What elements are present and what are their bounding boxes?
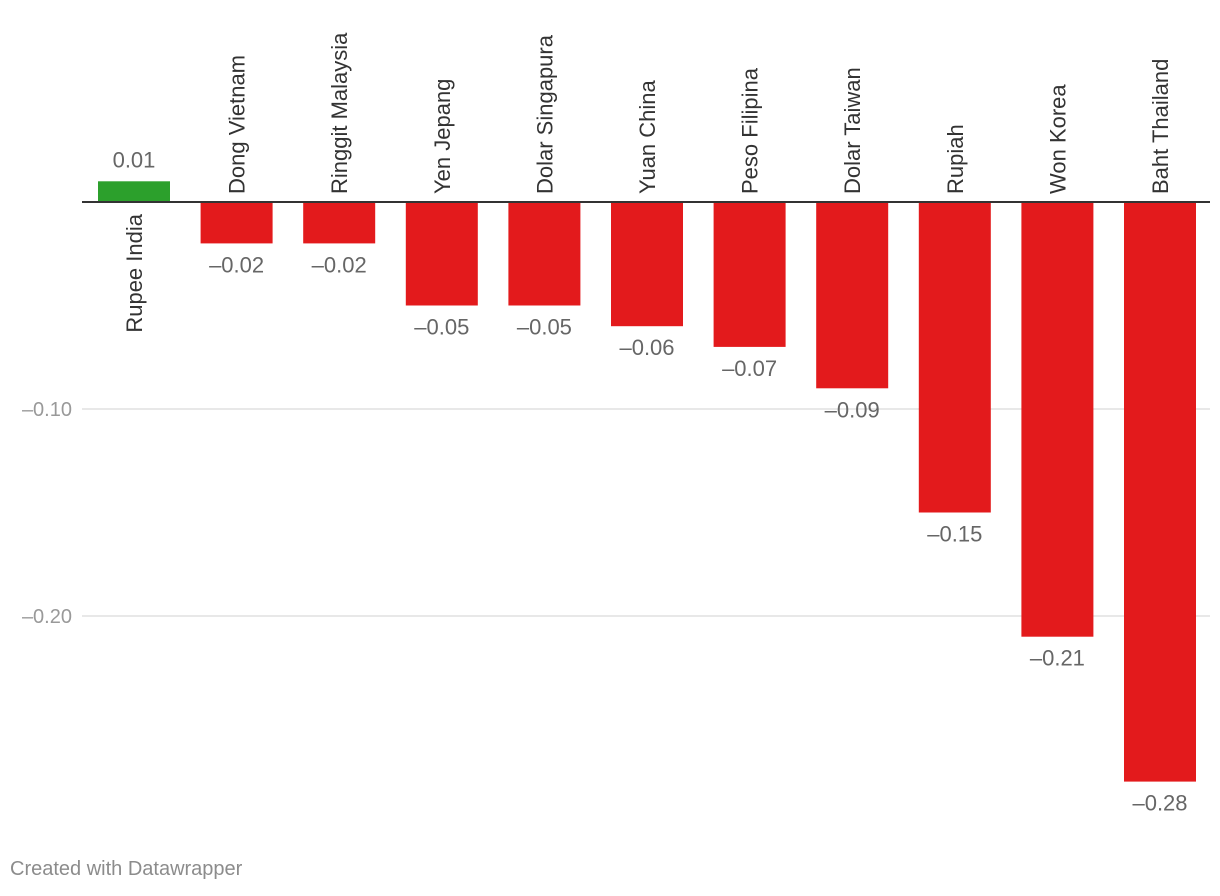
- bar: [98, 181, 170, 202]
- bar: [611, 202, 683, 327]
- value-label: –0.15: [927, 522, 982, 547]
- category-labels: Rupee India Dong Vietnam Ringgit Malaysia Y…: [122, 32, 1173, 333]
- value-label: –0.06: [619, 335, 674, 360]
- y-tick-label: –0.10: [22, 399, 72, 421]
- value-label: –0.07: [722, 356, 777, 381]
- category-label: Ringgit Malaysia: [327, 32, 352, 194]
- category-label: Rupee India: [122, 213, 147, 332]
- category-label: Dolar Taiwan: [840, 67, 865, 194]
- bar: [303, 202, 376, 244]
- category-label: Yen Jepang: [430, 79, 455, 194]
- category-label: Peso Filipina: [738, 67, 763, 194]
- category-label: Won Korea: [1045, 84, 1070, 194]
- category-label: Baht Thailand: [1148, 59, 1173, 194]
- value-labels: 0.01 –0.02 –0.02 –0.05 –0.05 –0.06 –0.07 –0.09 –…: [113, 147, 1188, 815]
- bar: [405, 202, 478, 306]
- category-label: Dolar Singapura: [532, 34, 557, 194]
- value-label: –0.02: [312, 252, 367, 277]
- value-label: –0.02: [209, 252, 264, 277]
- value-label: –0.21: [1030, 646, 1085, 671]
- category-label: Dong Vietnam: [225, 55, 250, 194]
- value-label: –0.09: [825, 397, 880, 422]
- value-label: –0.28: [1132, 791, 1187, 816]
- value-label: –0.05: [414, 315, 469, 340]
- credit-text: Created with Datawrapper: [10, 858, 243, 880]
- bar: [508, 202, 581, 306]
- bar: [1021, 202, 1094, 637]
- bar: [918, 202, 991, 513]
- value-label: –0.05: [517, 315, 572, 340]
- category-label: Rupiah: [943, 124, 968, 194]
- bar: [1124, 202, 1196, 782]
- bar: [200, 202, 273, 244]
- bar: [816, 202, 889, 389]
- bar: [713, 202, 786, 347]
- bars: [98, 181, 1196, 782]
- value-label: 0.01: [113, 147, 156, 172]
- category-label: Yuan China: [635, 79, 660, 194]
- y-tick-label: –0.20: [22, 606, 72, 628]
